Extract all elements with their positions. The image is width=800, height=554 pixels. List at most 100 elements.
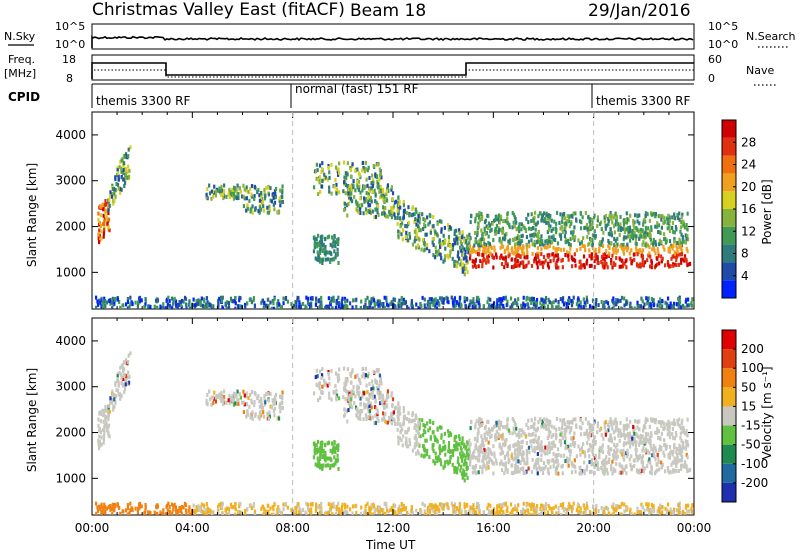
velocity-cell-107 xyxy=(112,407,115,412)
power-cell-992 xyxy=(602,230,605,235)
velocity-cell-779 xyxy=(420,453,423,458)
power-cell-2631 xyxy=(661,298,664,303)
power-cell-1535 xyxy=(616,248,619,253)
velocity-cell-575 xyxy=(383,400,386,405)
power-cell-1195 xyxy=(679,220,682,225)
velocity-cell-625 xyxy=(391,402,394,407)
power-cell-2687 xyxy=(603,300,606,305)
nsearch-label: N.Search xyxy=(746,30,796,43)
velocity-cell-74 xyxy=(126,375,129,380)
power-cell-2533 xyxy=(330,296,333,301)
velocity-cell-1202 xyxy=(557,471,560,476)
power-cell-272 xyxy=(223,189,226,194)
velocity-cell-1684 xyxy=(609,438,612,443)
power-cell-823 xyxy=(463,267,466,272)
power-cell-1843 xyxy=(641,228,644,233)
power-cell-172 xyxy=(263,192,266,197)
power-cell-2721 xyxy=(469,299,472,304)
power-cell-1090 xyxy=(541,213,544,218)
power-cell-1926 xyxy=(598,240,602,245)
power-cell-217 xyxy=(243,196,246,201)
velocity-cell-787 xyxy=(461,439,464,444)
power-cell-828 xyxy=(466,270,469,275)
power-cell-478 xyxy=(328,185,331,190)
velocity-cell-451 xyxy=(365,383,368,388)
power-cell-696 xyxy=(401,237,404,242)
power-cell-680 xyxy=(424,224,427,229)
velocity-cell-210 xyxy=(258,404,262,409)
power-cell-1528 xyxy=(621,258,624,263)
power-cell-119 xyxy=(120,158,123,163)
power-cell-1447 xyxy=(519,261,522,266)
velocity-cell-360 xyxy=(313,443,316,448)
power-cell-2265 xyxy=(271,298,274,303)
power-cell-1567 xyxy=(533,259,536,264)
cpid-segment-1: themis 3300 RF xyxy=(96,94,190,108)
velocity-cell-1891 xyxy=(634,419,637,424)
power-cell-879 xyxy=(461,230,464,235)
velocity-cell-378 xyxy=(323,442,327,447)
velocity-cell-655 xyxy=(371,395,374,400)
velocity-cell-443 xyxy=(354,394,357,399)
velocity-cell-333 xyxy=(331,447,335,452)
power-cell-3 xyxy=(97,236,100,241)
velocity-cell-1412 xyxy=(571,439,574,444)
velocity-cell-681 xyxy=(427,428,430,433)
velocity-cell-867 xyxy=(465,472,468,477)
power-cell-29 xyxy=(97,232,100,237)
power-cell-2662 xyxy=(500,297,503,302)
velocity-cell-1689 xyxy=(623,436,626,441)
velocity-cell-904 xyxy=(426,448,429,453)
velocity-cell-693 xyxy=(428,455,431,460)
velocity-cell-1315 xyxy=(555,433,558,438)
velocity-cell-1017 xyxy=(647,459,650,464)
velocity-cell-791 xyxy=(443,431,446,436)
power-cell-876 xyxy=(455,262,458,267)
power-cell-423 xyxy=(335,187,339,192)
power-cell-462 xyxy=(357,179,361,184)
velocity-cell-1278 xyxy=(478,445,481,450)
power-cell-1819 xyxy=(578,265,581,270)
power-cell-2568 xyxy=(180,303,183,308)
velocity-cell-1839 xyxy=(646,449,649,454)
velocity-cell-1181 xyxy=(635,455,638,460)
velocity-cell-750 xyxy=(414,442,417,447)
power-cell-968 xyxy=(536,265,539,270)
power-cell-1278 xyxy=(478,239,481,244)
velocity-cell-1862 xyxy=(609,447,613,452)
power-cell-766 xyxy=(411,242,415,247)
velocity-cell-1214 xyxy=(506,426,509,431)
velocity-cell-1308 xyxy=(609,467,613,472)
velocity-cell-1556 xyxy=(570,470,574,475)
power-cell-2354 xyxy=(301,301,305,306)
nsky-tick-bottom: 10^0 xyxy=(55,38,85,51)
velocity-cell-142 xyxy=(250,400,253,405)
velocity-cell-236 xyxy=(211,395,215,400)
velocity-cell-2007 xyxy=(111,502,114,507)
velocity-cell-2060 xyxy=(172,504,175,509)
velocity-cell-1130 xyxy=(535,440,539,445)
power-cell-362 xyxy=(316,250,319,255)
velocity-cell-1748 xyxy=(656,430,659,435)
power-cell-296 xyxy=(331,244,334,249)
power-cell-2328 xyxy=(455,300,458,305)
power-cell-1379 xyxy=(469,220,472,225)
velocity-cell-45 xyxy=(107,417,110,422)
power-cell-21 xyxy=(100,229,103,234)
power-cell-1181 xyxy=(635,249,638,254)
velocity-cell-1372 xyxy=(607,444,610,449)
power-cell-1332 xyxy=(686,263,689,268)
velocity-cell-711 xyxy=(405,444,408,449)
velocity-cell-848 xyxy=(421,444,425,449)
velocity-cell-1806 xyxy=(684,462,687,467)
power-cell-2185 xyxy=(528,296,531,301)
velocity-cell-653 xyxy=(371,390,374,395)
power-cell-2331 xyxy=(164,306,167,309)
velocity-cell-935 xyxy=(479,465,482,470)
power-cell-2264 xyxy=(453,296,457,301)
velocity-cell-350 xyxy=(329,465,332,470)
velocity-cell-692 xyxy=(461,451,464,456)
velocity-cell-1956 xyxy=(612,430,616,435)
power-colorbar-tick-label-0: 28 xyxy=(741,135,756,149)
power-cell-1616 xyxy=(521,247,524,252)
